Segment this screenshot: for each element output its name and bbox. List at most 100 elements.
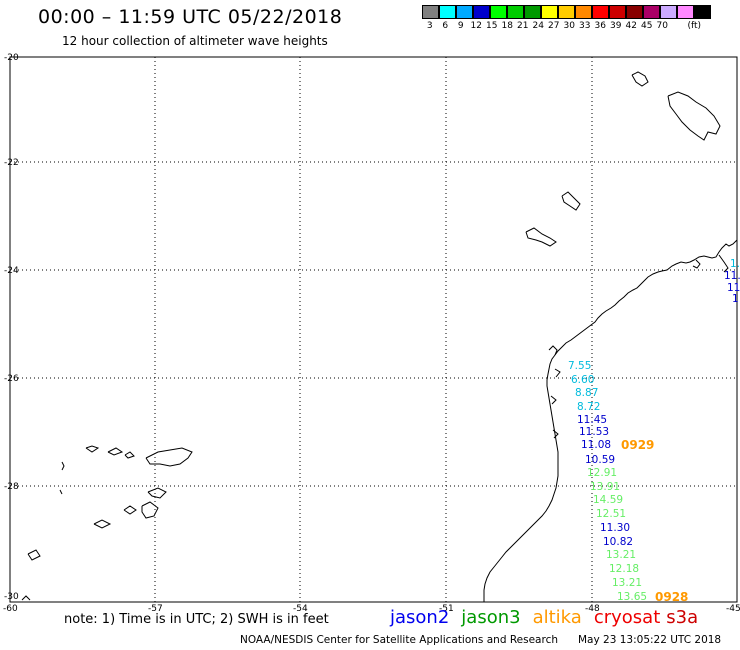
coastline-detail	[550, 395, 557, 405]
island-shape	[59, 489, 63, 495]
lon-label: -57	[148, 604, 163, 614]
lon-label: -54	[293, 604, 308, 614]
pass-time-tag: 0929	[621, 438, 654, 452]
legend-swatch	[626, 5, 643, 19]
wave-height-value: 12.91	[587, 467, 617, 479]
satellite-name: jason2	[390, 607, 450, 628]
coastline-detail	[552, 429, 559, 439]
wave-height-value: 11	[727, 282, 740, 294]
legend-label: 45	[641, 21, 653, 31]
wave-height-value: 11.45	[577, 414, 607, 426]
lon-label: -51	[439, 604, 454, 614]
wave-height-value: 10.82	[603, 536, 633, 548]
satellite-name: cryosat	[593, 607, 661, 628]
map-title: 00:00 – 11:59 UTC 05/22/2018	[38, 6, 343, 28]
legend-label: 27	[548, 21, 560, 31]
island-shape	[93, 519, 112, 529]
satellite-name: altika	[532, 607, 582, 628]
coastline-detail	[692, 259, 701, 269]
island-shape	[107, 447, 124, 456]
legend-swatch	[575, 5, 592, 19]
island-shape	[147, 487, 167, 499]
legend-swatch	[473, 5, 490, 19]
legend-label: 3	[426, 21, 433, 31]
legend-label: 36	[594, 21, 606, 31]
legend-swatch	[507, 5, 524, 19]
wave-height-value: 13.65	[617, 591, 647, 603]
pass-time-tag: 0928	[655, 590, 688, 604]
wave-height-value: 1.8	[730, 258, 740, 270]
wave-height-value: 11.53	[579, 426, 609, 438]
color-legend	[422, 5, 711, 19]
lat-labels: -20 -22 -24 -26 -28 -30	[4, 53, 19, 602]
footer-credit: NOAA/NESDIS Center for Satellite Applica…	[240, 634, 558, 646]
island-shape	[561, 191, 581, 211]
island-shape	[141, 501, 159, 519]
lat-label: -20	[4, 53, 19, 63]
wave-height-value: 13.21	[612, 577, 642, 589]
lat-label: -26	[4, 374, 19, 384]
satellite-name: s3a	[666, 607, 699, 628]
wave-height-value: 12.51	[596, 508, 626, 520]
legend-swatch	[677, 5, 694, 19]
graticule	[10, 57, 737, 602]
wave-height-value: 11.	[724, 270, 740, 282]
satellite-name: jason3	[461, 607, 521, 628]
lon-label: -60	[3, 604, 18, 614]
legend-swatch	[643, 5, 660, 19]
island-shape	[525, 227, 557, 247]
coastline-detail	[554, 368, 561, 378]
legend-label: 30	[563, 21, 575, 31]
wave-height-value: 13.91	[590, 481, 620, 493]
lon-label: -48	[585, 604, 600, 614]
wave-height-value: 14.59	[593, 494, 623, 506]
wave-height-value: 1	[732, 293, 739, 305]
legend-swatch	[660, 5, 677, 19]
island-shape	[124, 451, 135, 459]
legend-swatch	[422, 5, 439, 19]
wave-height-value: 7.55	[568, 360, 591, 372]
island-shape	[27, 549, 41, 561]
legend-swatch	[558, 5, 575, 19]
wave-height-labels: 1.811.1117.556.608.878.7211.4511.5311.08…	[568, 258, 740, 603]
wave-height-value: 10.59	[585, 454, 615, 466]
map-subtitle: 12 hour collection of altimeter wave hei…	[62, 34, 328, 48]
legend-label: 6	[442, 21, 449, 31]
island-shape	[145, 447, 193, 467]
lat-label: -30	[4, 592, 19, 602]
lat-label: -24	[4, 266, 19, 276]
island-shape	[85, 445, 100, 453]
legend-label: 24	[532, 21, 544, 31]
legend-label: 18	[501, 21, 513, 31]
islands-east	[525, 71, 721, 247]
island-shape	[667, 91, 721, 141]
wave-height-value: 8.87	[575, 387, 598, 399]
brazil-coastline	[483, 239, 738, 602]
legend-label: 33	[579, 21, 591, 31]
legend-swatch	[456, 5, 473, 19]
satellite-legend: jason2 jason3 altika cryosat s3a	[390, 607, 710, 628]
coastline-detail	[548, 345, 558, 356]
coastline	[483, 239, 738, 602]
legend-label: 42	[625, 21, 637, 31]
legend-swatch	[694, 5, 711, 19]
legend-swatch	[439, 5, 456, 19]
legend-swatch	[592, 5, 609, 19]
pass-time-tags: 0929 0928	[621, 438, 688, 604]
wave-height-value: 11.30	[600, 522, 630, 534]
lat-label: -28	[4, 482, 19, 492]
coastline-detail	[718, 254, 729, 273]
legend-swatch	[524, 5, 541, 19]
legend-swatch	[490, 5, 507, 19]
wave-height-value: 11.08	[581, 439, 611, 451]
legend-swatch	[609, 5, 626, 19]
wave-height-value: 13.21	[606, 549, 636, 561]
island-shape	[123, 505, 137, 515]
island-shape	[631, 71, 649, 87]
island-shape	[21, 595, 31, 601]
legend-label: 12	[470, 21, 482, 31]
legend-label: 15	[486, 21, 498, 31]
footer-timestamp: May 23 13:05:22 UTC 2018	[578, 634, 722, 646]
lon-label: -45	[726, 604, 740, 614]
